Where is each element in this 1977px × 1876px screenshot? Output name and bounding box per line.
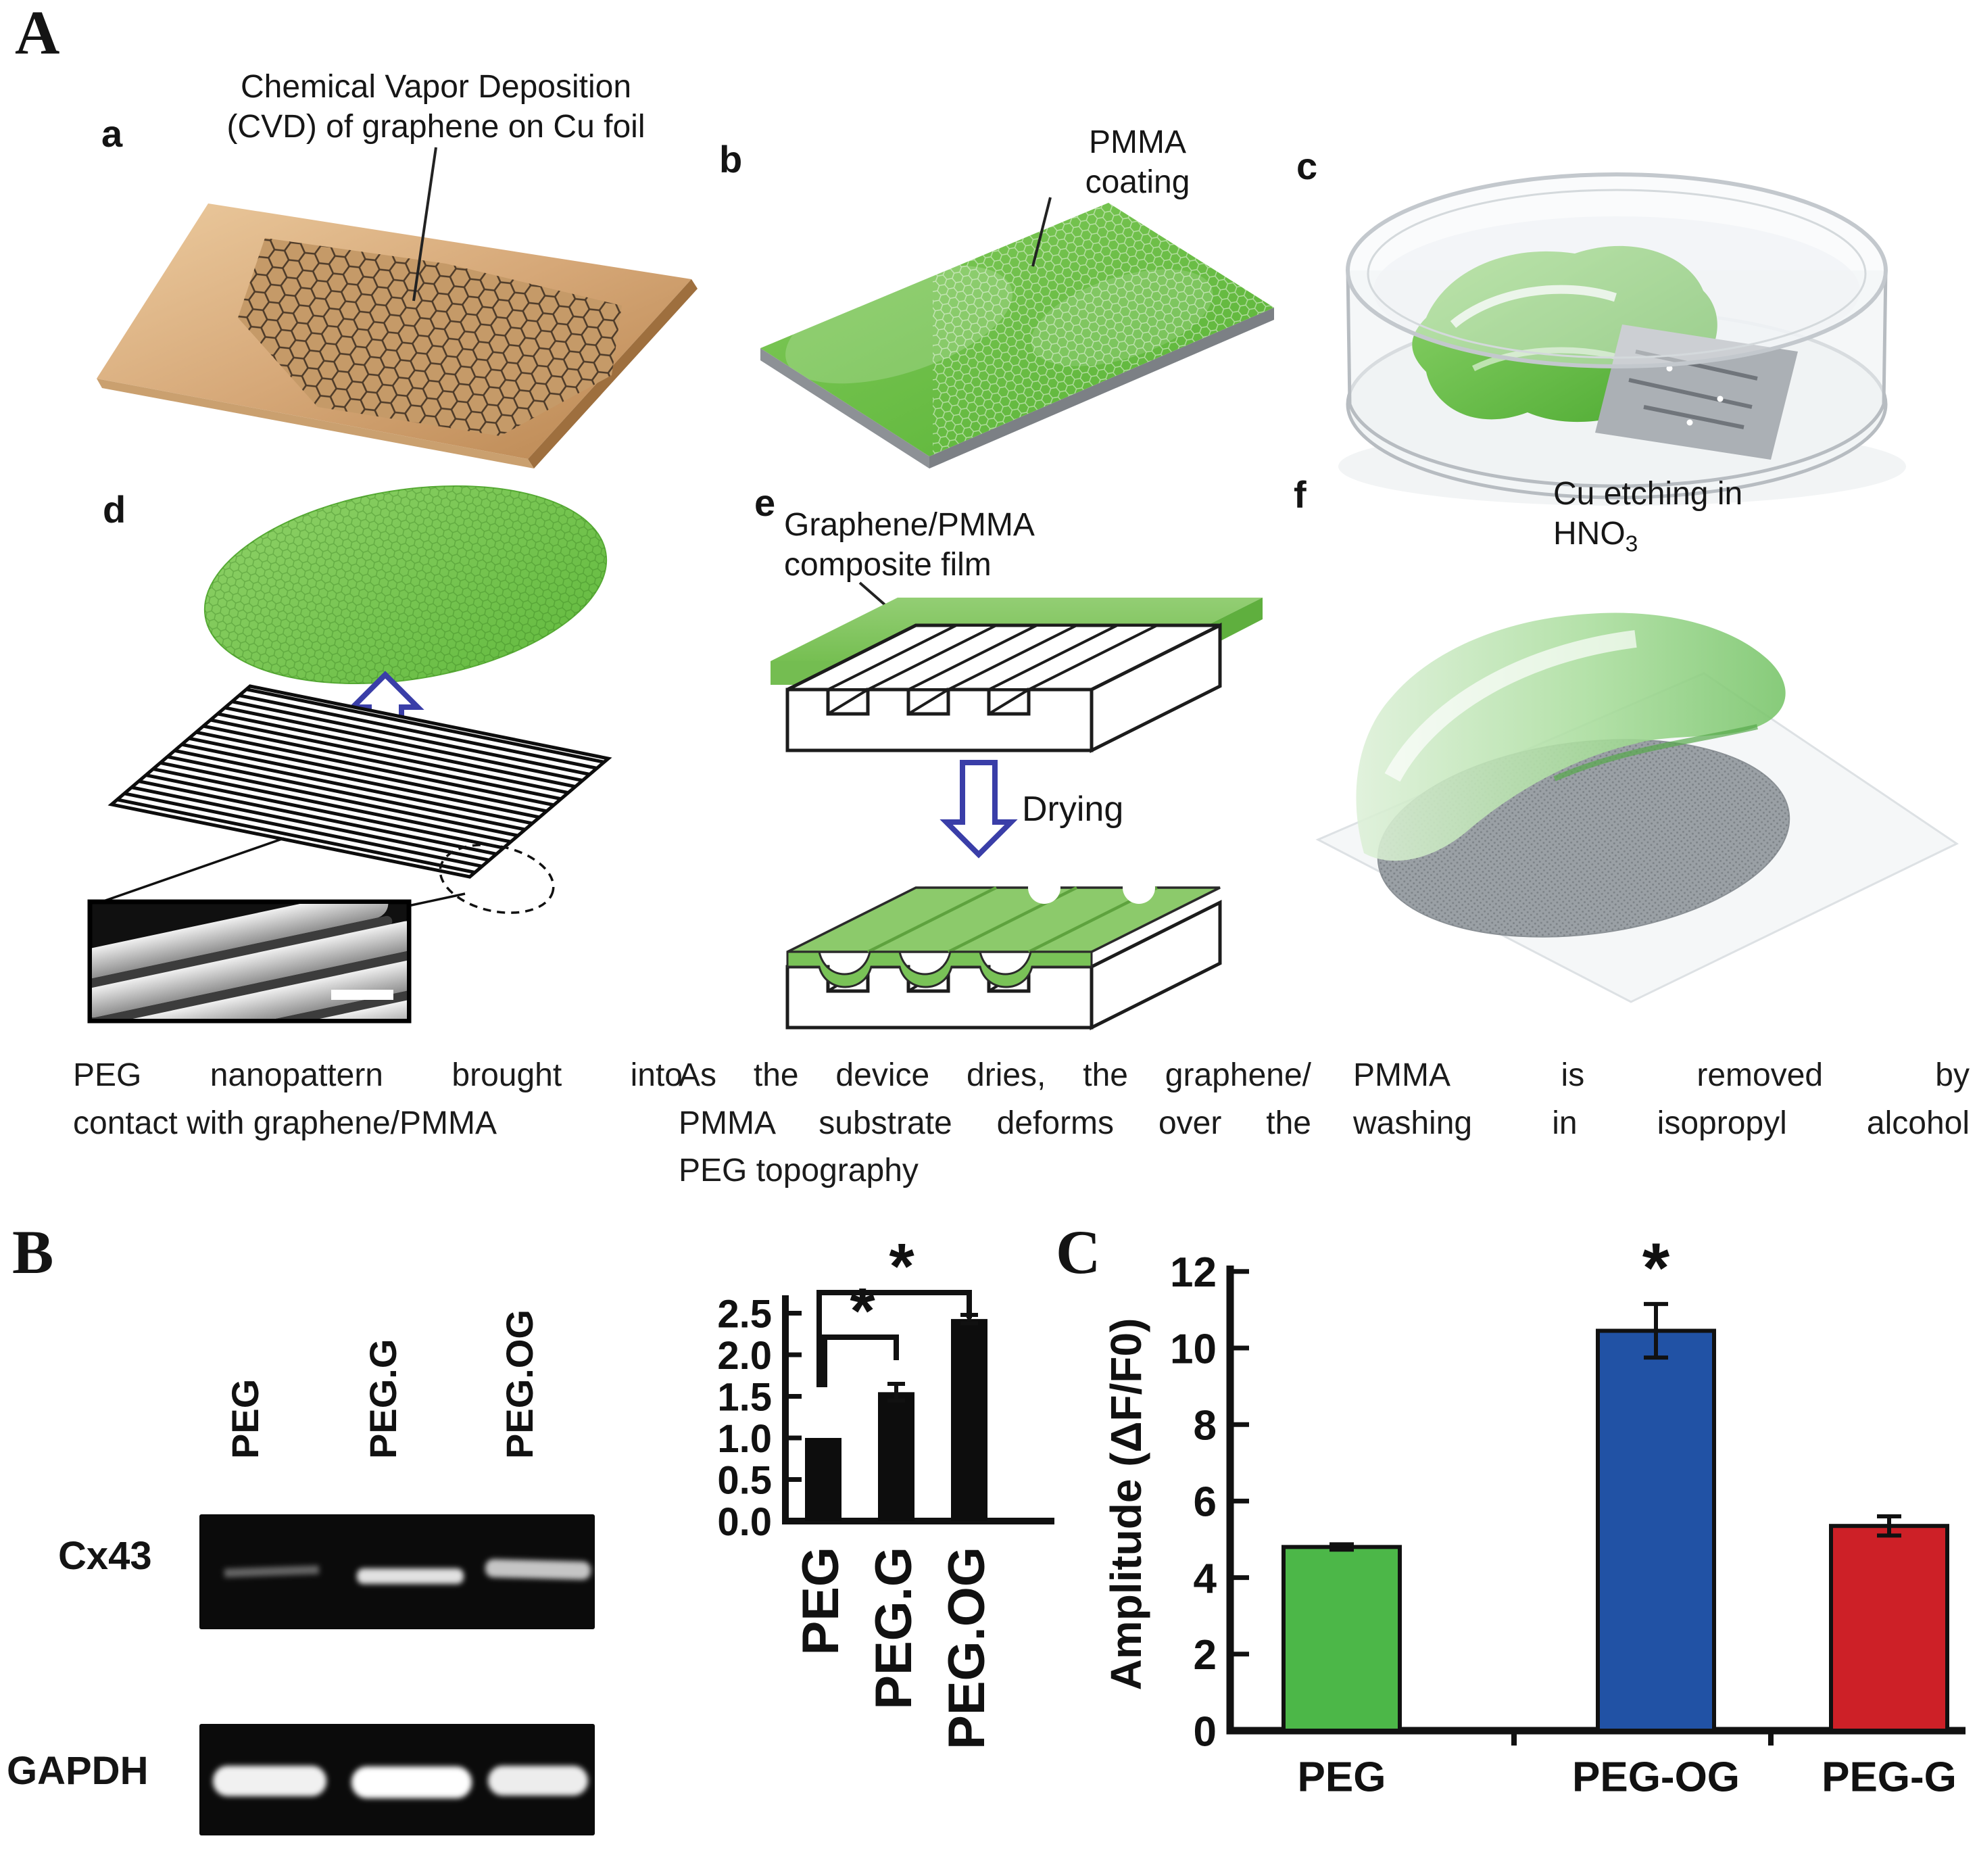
bar-PEG.OG [951,1319,987,1521]
caption-e-line3: PEG topography [679,1153,919,1189]
composite-title-line1: Graphene/PMMA [784,507,1035,543]
gel-gapdh [199,1724,595,1835]
cu-etching-caption: Cu etching in HNO3 [1553,475,1742,558]
svg-text:0.0: 0.0 [717,1500,772,1544]
cvd-title: Chemical Vapor Deposition (CVD) of graph… [169,68,703,147]
cu-foil-illustration [97,147,698,468]
svg-text:*: * [850,1275,875,1347]
bar-PEG [805,1438,841,1521]
svg-text:0.5: 0.5 [717,1458,772,1502]
gel-band [485,1559,591,1580]
cvd-title-line1: Chemical Vapor Deposition [240,69,632,105]
caption-e-line1: As the device dries, the graphene/ [679,1057,1311,1093]
svg-text:10: 10 [1170,1326,1217,1372]
graphene-film-blob [203,485,608,685]
peel-illustration [1315,612,1959,1003]
caption-step-d: PEG nanopattern brought into contact wit… [73,1052,683,1147]
gel-row-label-gapdh: GAPDH [7,1749,149,1793]
panel-a-letter: A [15,0,60,67]
gel-band [224,1565,320,1578]
bar-PEG-OG [1596,1328,1716,1733]
svg-text:6: 6 [1194,1479,1217,1526]
caption-d-line2: contact with graphene/PMMA [73,1105,497,1141]
gel-band [357,1568,464,1584]
pointer-line [1031,197,1052,267]
caption-step-e: As the device dries, the graphene/ PMMA … [679,1052,1311,1195]
svg-text:0: 0 [1194,1708,1217,1755]
drying-label: Drying [1022,790,1124,829]
pmma-title-line2: coating [1085,164,1190,200]
svg-text:PEG: PEG [1298,1754,1386,1801]
composite-film-title: Graphene/PMMA composite film [784,506,1142,585]
step-label-b: b [719,138,743,181]
panel-c-letter: C [1056,1218,1101,1286]
petri-dish-illustration [1338,172,1906,506]
panel-b-letter: B [12,1218,54,1286]
svg-text:Amplitude (ΔF/F0): Amplitude (ΔF/F0) [1102,1318,1150,1691]
caption-e-line2: PMMA substrate deforms over the [679,1105,1311,1141]
gel-band [213,1766,326,1796]
gel-lane-label-pegog: PEG.OG [498,1309,541,1459]
svg-text:4: 4 [1194,1556,1217,1602]
svg-text:1.5: 1.5 [717,1375,772,1419]
svg-text:*: * [889,1230,914,1303]
deformed-film-bottom-schematic [785,871,1222,1031]
chart-calcium-amplitude: 0 2 4 6 8 10 12 PEG PEG-OG PEG-G Amplitude (ΔF/F0)… [1102,1229,1966,1801]
significance-bracket [816,1290,972,1387]
step-label-c: c [1296,145,1318,187]
pmma-coating-title: PMMA coating [1060,123,1215,202]
svg-text:2: 2 [1194,1632,1217,1679]
gel-band [351,1766,472,1798]
step-label-f: f [1294,473,1307,516]
svg-text:12: 12 [1170,1249,1217,1296]
significance-bracket [822,1334,899,1387]
pointer-line [412,147,437,302]
gel-band [488,1766,588,1796]
svg-text:2.0: 2.0 [717,1334,772,1378]
composite-film-top-schematic [771,581,1263,754]
pmma-title-line1: PMMA [1089,124,1186,160]
caption-f-line2: washing in isopropyl alcohol [1353,1105,1970,1141]
scale-bar [331,990,393,1000]
composite-title-line2: composite film [784,546,992,583]
gel-lane-label-pegg: PEG.G [362,1339,404,1459]
bar-PEG.G [878,1392,914,1521]
bar-PEG-G [1829,1524,1949,1733]
svg-text:PEG-G: PEG-G [1822,1754,1957,1801]
svg-text:PEG.OG: PEG.OG [938,1547,996,1750]
svg-text:2.5: 2.5 [717,1292,772,1336]
step-label-d: d [103,488,126,531]
caption-d-line1: PEG nanopattern brought into [73,1057,683,1093]
cu-foil-fragment [1595,324,1798,460]
callout-ellipse [439,844,555,914]
gel-row-label-cx43: Cx43 [58,1534,152,1578]
svg-text:PEG: PEG [792,1547,850,1656]
step-label-e: e [754,481,776,524]
svg-text:1.0: 1.0 [717,1417,772,1461]
svg-text:PEG.G: PEG.G [865,1547,923,1710]
caption-f-line1: PMMA is removed by [1353,1057,1970,1093]
sem-inset [87,899,412,1024]
down-arrow-icon [939,760,1018,859]
cu-etching-formula: HNO3 [1553,515,1638,557]
caption-step-f: PMMA is removed by washing in isopropyl … [1353,1052,1970,1147]
pmma-slab-illustration [760,197,1274,468]
bar-PEG [1282,1545,1402,1733]
step-label-a: a [101,112,123,155]
peeling-green-film [1356,612,1786,861]
gel-lane-label-peg: PEG [224,1379,266,1459]
gel-cx43 [199,1514,595,1629]
cvd-title-line2: (CVD) of graphene on Cu foil [226,108,645,145]
svg-text:PEG-OG: PEG-OG [1572,1754,1740,1801]
peg-grid-illustration [89,684,612,914]
svg-text:8: 8 [1194,1403,1217,1449]
significance-star: * [1642,1229,1670,1307]
chart-cx43-expression: 0.00.51.01.52.02.5 PEG PEG.G PEG.OG ** [717,1230,1054,1750]
cu-etching-line1: Cu etching in [1553,476,1743,512]
